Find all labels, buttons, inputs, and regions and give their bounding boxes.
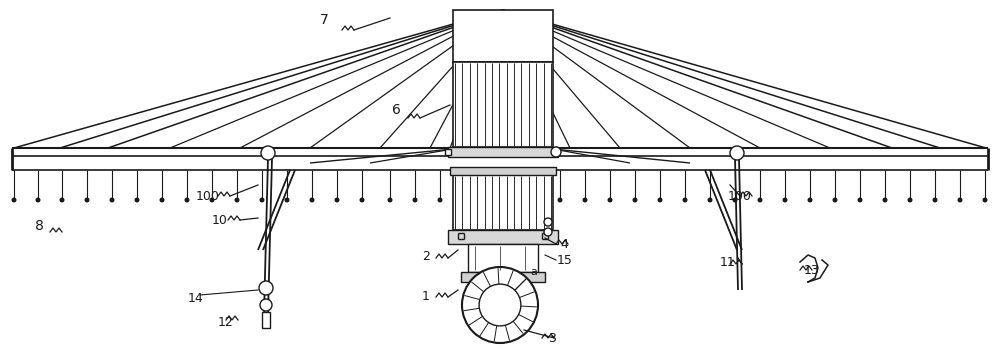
Circle shape	[360, 198, 364, 203]
Circle shape	[388, 198, 392, 203]
Circle shape	[708, 198, 712, 203]
Circle shape	[808, 198, 812, 203]
Circle shape	[883, 198, 888, 203]
Circle shape	[285, 198, 290, 203]
Circle shape	[260, 299, 272, 311]
Circle shape	[858, 198, 862, 203]
Text: 11: 11	[720, 255, 736, 269]
Circle shape	[259, 281, 273, 295]
Text: 2: 2	[422, 250, 430, 262]
Bar	[450, 167, 556, 175]
Circle shape	[261, 146, 275, 160]
Circle shape	[36, 198, 40, 203]
Circle shape	[438, 198, 442, 203]
Bar	[453, 10, 553, 62]
Text: 10: 10	[212, 214, 228, 227]
Circle shape	[210, 198, 214, 203]
Circle shape	[551, 147, 561, 157]
Circle shape	[558, 198, 562, 203]
Text: 4: 4	[560, 237, 568, 251]
Circle shape	[633, 198, 638, 203]
Text: a: a	[530, 267, 537, 277]
Circle shape	[982, 198, 988, 203]
Text: 13: 13	[804, 263, 820, 277]
Text: 100: 100	[196, 190, 220, 203]
Circle shape	[134, 198, 140, 203]
Bar	[448, 147, 558, 157]
Circle shape	[730, 146, 744, 160]
Text: 1: 1	[422, 290, 430, 302]
Bar	[445, 149, 451, 155]
Circle shape	[958, 198, 962, 203]
Circle shape	[234, 198, 240, 203]
Circle shape	[782, 198, 788, 203]
Circle shape	[160, 198, 164, 203]
Circle shape	[310, 198, 314, 203]
Circle shape	[12, 198, 16, 203]
Circle shape	[758, 198, 763, 203]
Text: 14: 14	[188, 292, 204, 304]
Circle shape	[582, 198, 588, 203]
Text: 15: 15	[557, 253, 573, 267]
Circle shape	[932, 198, 938, 203]
Circle shape	[832, 198, 838, 203]
Bar	[461, 272, 545, 282]
Text: 100: 100	[728, 190, 752, 203]
Circle shape	[732, 198, 738, 203]
Circle shape	[260, 198, 264, 203]
Bar	[453, 175, 553, 230]
Circle shape	[908, 198, 912, 203]
Bar	[448, 230, 558, 244]
Circle shape	[658, 198, 662, 203]
Circle shape	[544, 228, 552, 236]
Text: 7: 7	[320, 13, 329, 27]
Circle shape	[84, 198, 90, 203]
Bar	[453, 62, 553, 147]
Circle shape	[60, 198, 64, 203]
Circle shape	[682, 198, 688, 203]
Bar	[468, 244, 538, 272]
Text: 8: 8	[35, 219, 44, 233]
Circle shape	[462, 267, 538, 343]
Text: 12: 12	[218, 316, 234, 329]
Circle shape	[479, 284, 521, 326]
Circle shape	[184, 198, 190, 203]
Bar	[262, 312, 270, 328]
Circle shape	[608, 198, 612, 203]
Circle shape	[334, 198, 340, 203]
Circle shape	[544, 218, 552, 226]
Text: 6: 6	[392, 103, 401, 117]
Circle shape	[413, 198, 418, 203]
Text: 3: 3	[548, 332, 556, 345]
Circle shape	[110, 198, 114, 203]
